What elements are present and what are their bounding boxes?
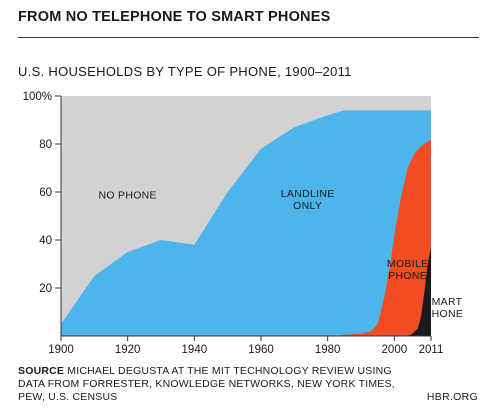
x-tick-label: 2000: [382, 344, 408, 356]
x-tick-label: 1940: [182, 344, 208, 356]
title-divider: [18, 37, 479, 38]
source-text: MICHAEL DEGUSTA AT THE MIT TECHNOLOGY RE…: [18, 365, 395, 403]
y-tick-label: 60: [39, 187, 52, 199]
source-label: SOURCE: [18, 365, 65, 377]
y-tick-label: 100%: [23, 91, 52, 103]
area-landline-only: [61, 110, 431, 337]
y-tick-label: 20: [39, 283, 52, 295]
area-mobile-phone: [337, 139, 431, 336]
x-tick-label: 1900: [48, 344, 74, 356]
area-label-mobile-phone: MOBILE PHONE: [387, 258, 428, 282]
y-tick-label: 40: [39, 235, 52, 247]
credit-text: HBR.ORG: [426, 391, 478, 403]
x-tick-label: 1980: [315, 344, 341, 356]
area-label-smart-phone: SMART PHONE: [424, 296, 463, 320]
area-label-landline-only: LANDLINE ONLY: [281, 188, 335, 212]
x-tick-label: 1960: [248, 344, 274, 356]
x-tick-label: 2011: [419, 344, 444, 356]
y-tick-label: 80: [39, 139, 52, 151]
x-tick-label: 1920: [115, 344, 141, 356]
page-title: FROM NO TELEPHONE TO SMART PHONES: [18, 9, 331, 25]
area-label-no-phone: NO PHONE: [98, 189, 156, 201]
chart-title: U.S. HOUSEHOLDS BY TYPE OF PHONE, 1900–2…: [18, 64, 352, 79]
area-smart-phone: [404, 247, 431, 336]
source-note: SOURCE MICHAEL DEGUSTA AT THE MIT TECHNO…: [18, 365, 398, 404]
